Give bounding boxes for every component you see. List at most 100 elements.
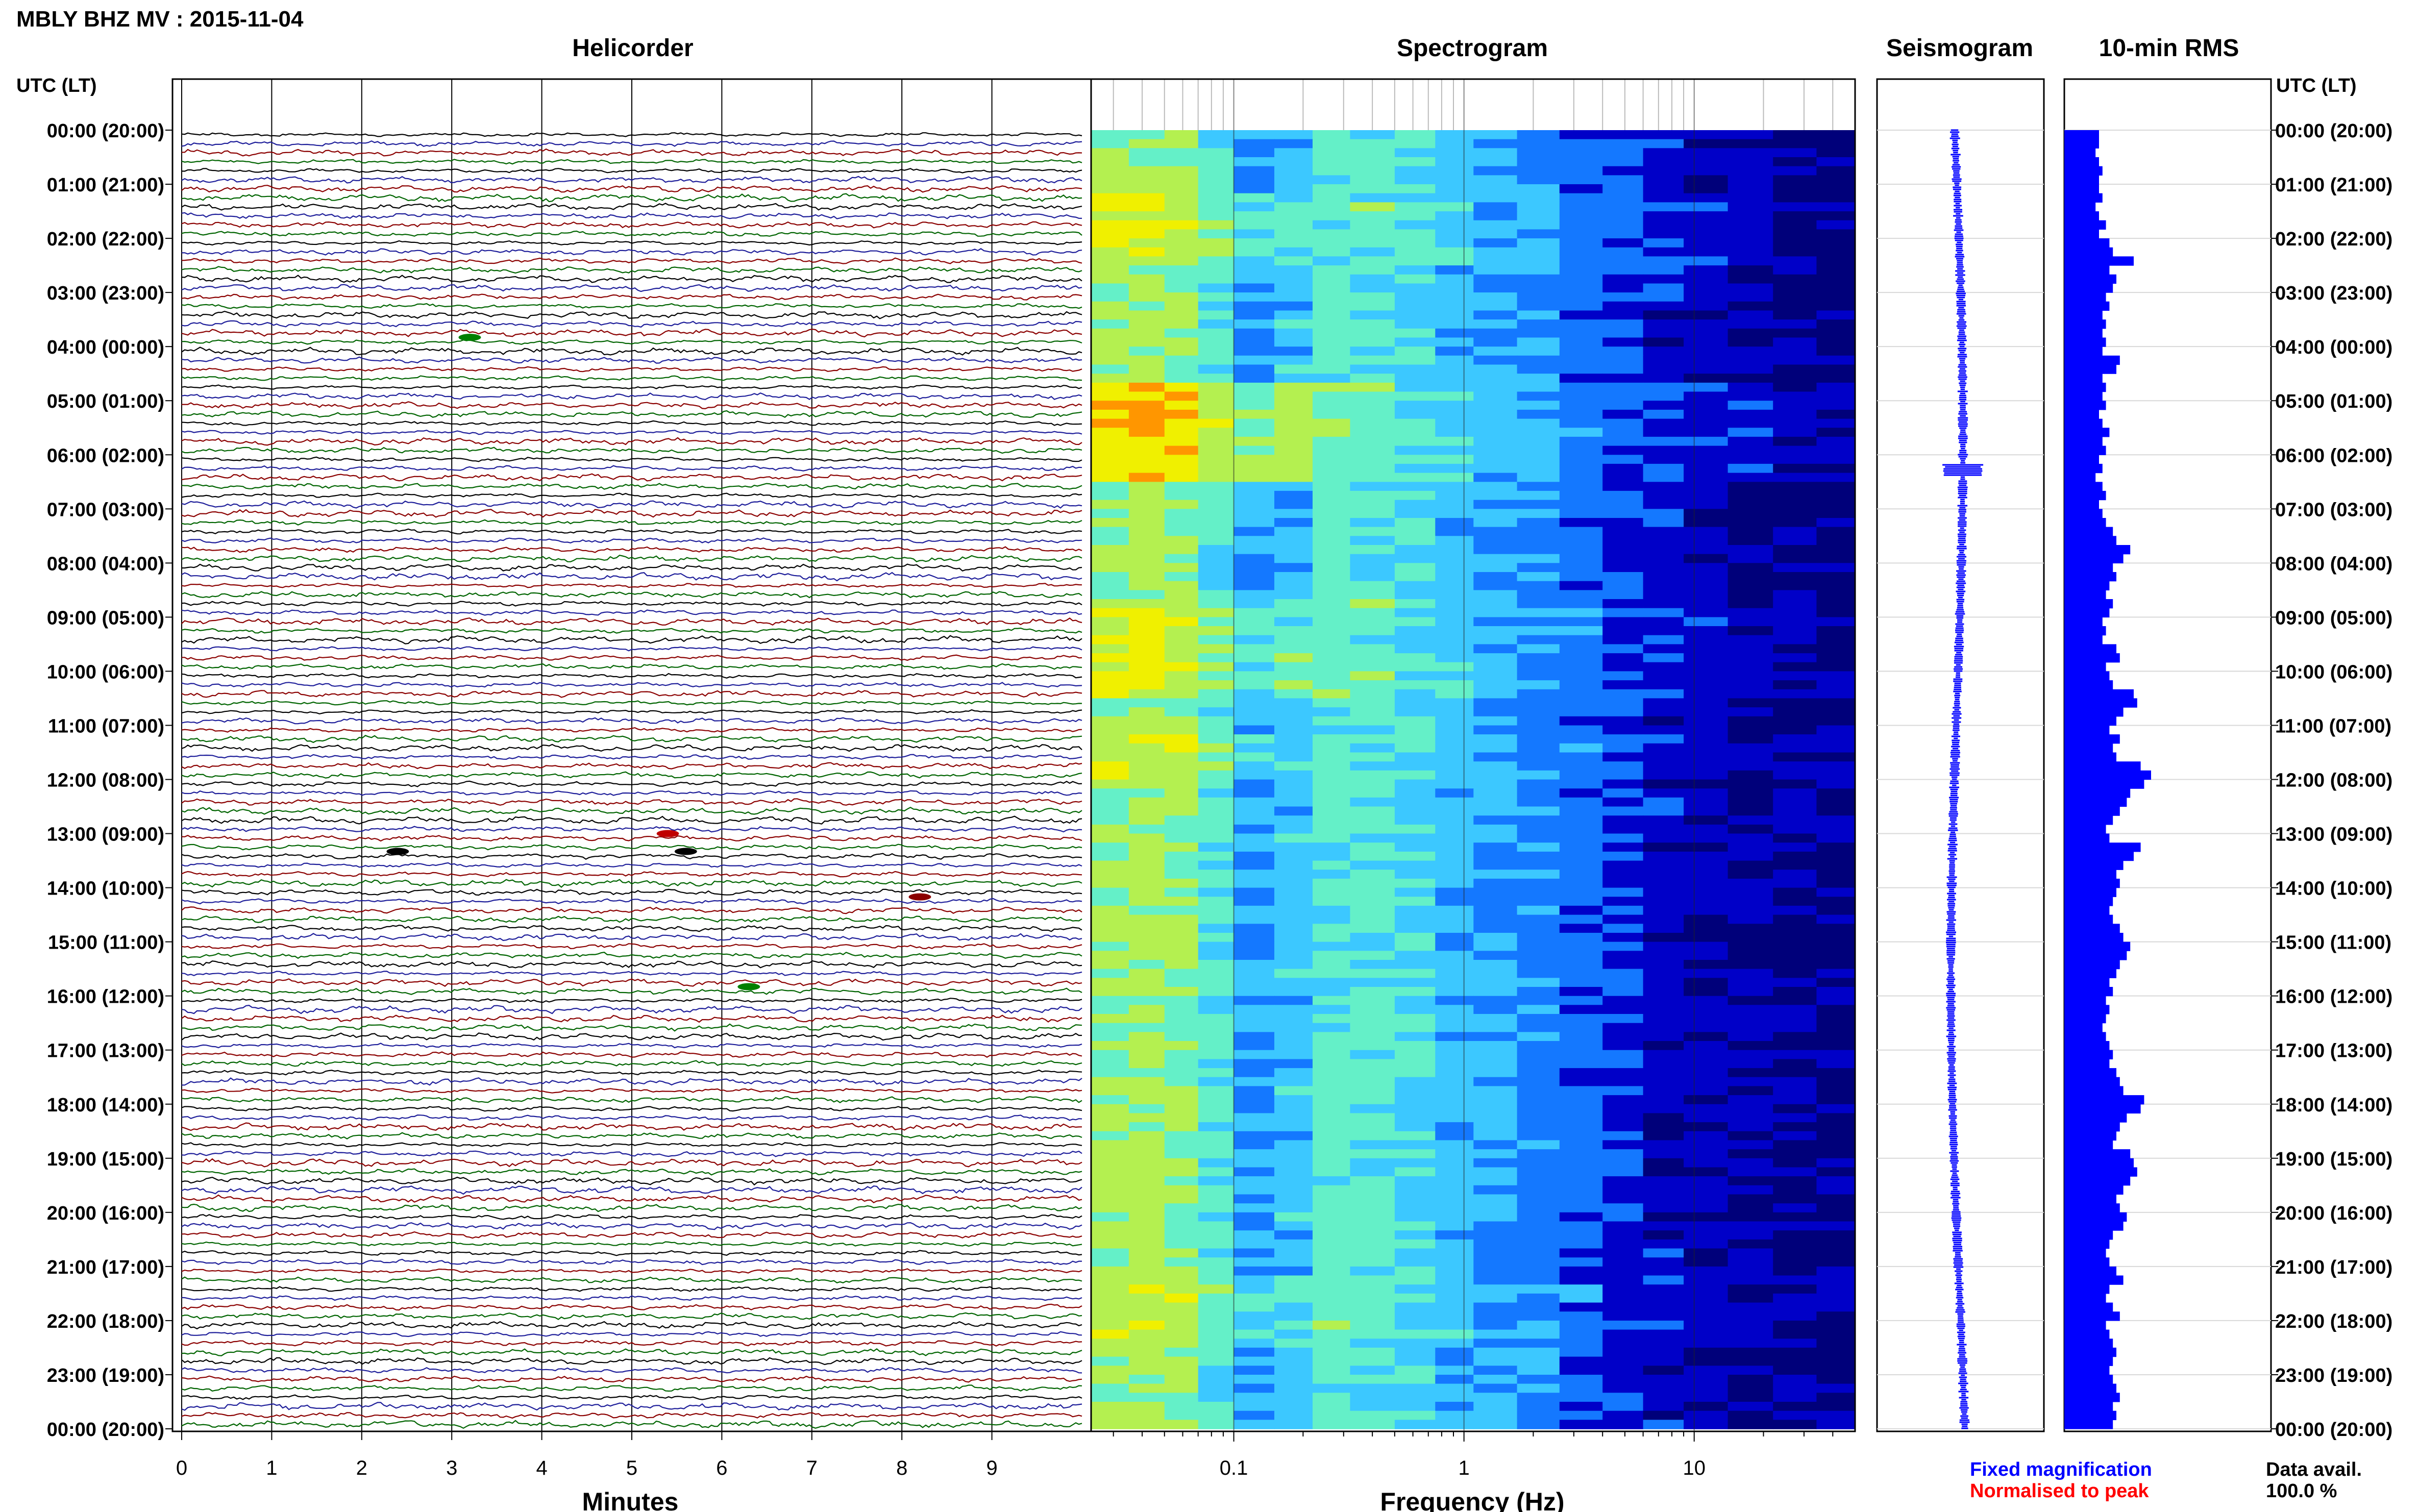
spectrogram-cell [1435,563,1474,573]
helicorder-trace [181,690,1082,698]
spectrogram-cell [1350,256,1395,266]
spectrogram-cell [1643,770,1684,780]
spectrogram-cell [1274,1005,1313,1014]
spectrogram-cell [1091,1356,1129,1367]
spectrogram-cell [1773,202,1817,212]
spectrogram-cell [1128,933,1165,943]
spectrogram-cell [1313,1302,1351,1312]
spectrogram-cell [1350,1393,1395,1402]
spectrogram-cell [1559,707,1603,717]
spectrogram-cell [1164,1266,1199,1276]
spectrogram-cell [1394,581,1436,591]
spectrogram-cell [1773,527,1817,537]
spectrogram-cell [1394,247,1436,257]
spectrogram-cell [1198,473,1235,483]
spectrogram-cell [1233,1293,1275,1303]
spectrogram-cell [1816,978,1856,987]
spectrogram-cell [1559,1113,1603,1123]
spectrogram-cell [1727,1248,1773,1258]
spectrogram-cell [1517,1420,1560,1429]
spectrogram-cell [1643,346,1684,356]
spectrogram-cell [1517,509,1560,518]
rms-bar [2064,1167,2137,1177]
spectrogram-cell [1727,455,1773,464]
spectrogram-cell [1727,608,1773,618]
spectrogram-cell [1091,887,1129,898]
rms-bar [2064,1266,2116,1276]
spectrogram-cell [1274,202,1313,212]
spectrogram-cell [1274,545,1313,555]
spectrogram-cell [1394,536,1436,546]
spectrogram-cell [1684,788,1729,798]
spectrogram-cell [1643,698,1684,708]
spectrogram-cell [1727,1158,1773,1168]
spectrogram-cell [1091,148,1129,158]
spectrogram-cell [1727,500,1773,510]
spectrogram-cell [1233,1347,1275,1357]
helicorder-trace [181,257,1082,264]
spectrogram-cell [1128,490,1165,501]
spectrogram-cell [1473,680,1518,690]
spectrogram-cell [1128,1257,1165,1267]
spectrogram-cell [1773,1086,1817,1096]
spectrogram-cell [1091,1032,1129,1042]
spectrogram-cell [1274,1095,1313,1105]
spectrogram-cell [1816,933,1856,943]
spectrogram-cell [1274,635,1313,645]
spectrogram-cell [1473,599,1518,609]
spectrogram-cell [1394,1167,1436,1177]
spectrogram-cell [1816,463,1856,474]
minutes-tick-label: 1 [266,1457,277,1479]
spectrogram-cell [1684,860,1729,871]
spectrogram-cell [1727,1014,1773,1024]
spectrogram-cell [1643,914,1684,925]
spectrogram-cell [1816,445,1856,456]
rms-bar [2064,743,2113,753]
spectrogram-cell [1350,878,1395,888]
minutes-tick-label: 7 [806,1457,818,1479]
spectrogram-cell [1198,463,1235,474]
spectrogram-cell [1198,283,1235,293]
spectrogram-cell [1517,1320,1560,1330]
spectrogram-cell [1394,1347,1436,1357]
spectrogram-cell [1435,554,1474,564]
rms-bar [2064,139,2099,148]
helicorder-trace [181,1194,1082,1204]
spectrogram-cell [1816,473,1856,483]
spectrogram-cell [1602,500,1644,510]
spectrogram-cell [1816,1086,1856,1096]
spectrogram-cell [1773,445,1817,456]
spectrogram-cell [1602,761,1644,771]
spectrogram-cell [1473,662,1518,672]
spectrogram-cell [1274,914,1313,925]
helicorder-trace [181,906,1082,914]
spectrogram-cell [1274,1266,1313,1276]
spectrogram-cell [1128,473,1165,483]
spectrogram-cell [1684,725,1729,735]
helicorder-trace [181,275,1082,283]
spectrogram-cell [1602,653,1644,663]
spectrogram-cell [1643,1050,1684,1060]
spectrogram-cell [1643,211,1684,221]
spectrogram-cell [1198,482,1235,491]
spectrogram-cell [1164,1347,1199,1357]
spectrogram-cell [1198,1104,1235,1114]
rms-bar [2064,1149,2131,1159]
spectrogram-cell [1473,346,1518,356]
spectrogram-cell [1816,870,1856,879]
spectrogram-cell [1517,1095,1560,1105]
spectrogram-cell [1473,716,1518,726]
spectrogram-cell [1091,1059,1129,1069]
spectrogram-cell [1816,725,1856,735]
spectrogram-cell [1559,1266,1603,1276]
helicorder-trace [181,159,1082,165]
spectrogram-cell [1091,337,1129,347]
rms-title: 10-min RMS [2099,35,2239,62]
spectrogram-cell [1727,1383,1773,1394]
spectrogram-cell [1128,1356,1165,1367]
spectrogram-cell [1274,1248,1313,1258]
spectrogram-cell [1473,590,1518,600]
spectrogram-cell [1313,1356,1351,1367]
spectrogram-cell [1091,1077,1129,1087]
spectrogram-cell [1274,310,1313,320]
